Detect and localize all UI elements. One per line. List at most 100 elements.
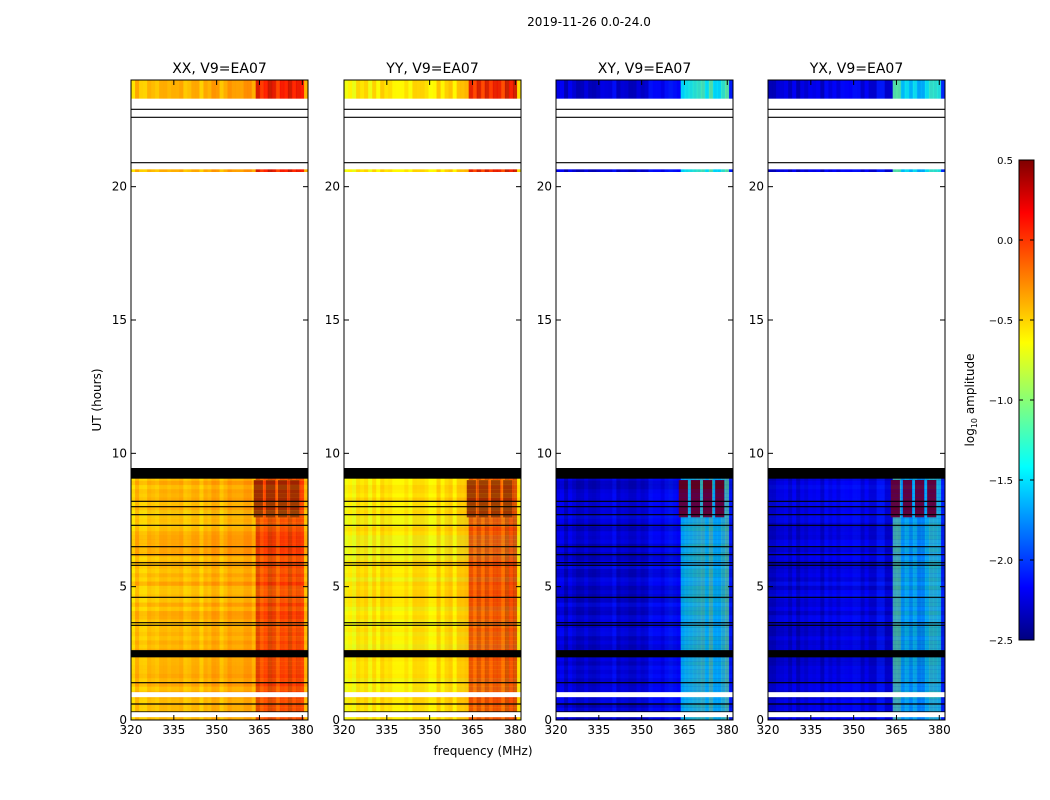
rfi-block [478,480,489,518]
heatmap-row [344,568,521,574]
heatmap-row [131,484,308,490]
colorbar-tick-label: −1.0 [989,396,1013,407]
heatmap-row [556,669,733,675]
heatmap-row [344,573,521,578]
heatmap-row [344,518,521,523]
y-tick-label: 0 [332,713,340,727]
heatmap-row [556,589,733,595]
heatmap-row [768,686,945,691]
flagged-gap [344,98,521,170]
flag-band [131,468,308,479]
flagged-gap [344,172,521,468]
heatmap-row [344,703,521,708]
y-tick-label: 5 [119,580,127,594]
heatmap-row [344,531,521,536]
heatmap-row [768,535,945,540]
colorbar-ticks: 0.5 0.0 −0.5 −1.0 −1.5 −2.0 −2.5 [989,156,1034,647]
colorbar-label-sub: 10 [970,418,979,428]
heatmap-row [344,581,521,586]
heatmap-row [768,543,945,549]
heatmap-row [344,489,521,494]
rfi-block [715,480,725,518]
flag-band [344,468,521,479]
heatmap-row [131,661,308,666]
rfi-block [503,480,513,518]
heatmap-row [768,493,945,498]
heatmap-row [768,556,945,561]
heatmap-row [131,703,308,708]
heatmap-row [556,602,733,607]
heatmap-row [556,497,733,502]
heatmap-row [344,615,521,620]
heatmap-row [768,589,945,595]
heatmap-row [768,644,945,649]
heatmap-row [344,665,521,670]
heatmap-row [768,640,945,645]
flagged-gap [344,110,521,115]
heatmap-row [344,594,521,599]
heatmap-row [768,678,945,683]
heatmap-row [131,539,308,544]
heatmap-row [768,531,945,536]
heatmap-row [131,568,308,574]
heatmap-row [131,615,308,620]
y-tick-label: 15 [537,313,552,327]
heatmap-row [556,594,733,599]
flagged-gap [556,172,733,468]
flagged-gap [556,98,733,170]
heatmap-row [131,636,308,641]
heatmap-row [556,615,733,620]
heatmap-row [131,514,308,519]
panel-title: XY, V9=EA07 [598,61,692,77]
heatmap-row [131,686,308,691]
heatmap-row [768,539,945,544]
flagged-gap [768,692,945,698]
y-tick-label: 15 [112,313,127,327]
heatmap-row [556,610,733,616]
heatmap-row [768,489,945,494]
y-tick-label: 20 [537,180,552,194]
heatmap-row [556,489,733,494]
x-tick-label: 350 [418,723,441,737]
heatmap-row [556,627,733,633]
heatmap-row [344,699,521,704]
heatmap-row [344,682,521,687]
rfi-block [902,480,913,518]
heatmap-row [556,539,733,544]
heatmap-row [768,484,945,490]
rfi-block [690,480,701,518]
heatmap-row [556,526,733,532]
heatmap-row [344,589,521,595]
rfi-block [915,480,925,518]
y-tick-label: 10 [749,446,764,460]
heatmap-row [131,543,308,549]
heatmap-row [131,589,308,595]
colorbar-tick-label: −1.5 [989,476,1013,487]
heatmap-row [768,585,945,591]
y-tick-label: 10 [112,446,127,460]
heatmap-row [131,631,308,637]
heatmap-row [768,501,945,507]
heatmap-row [131,598,308,603]
y-tick-label: 0 [756,713,764,727]
heatmap-row [344,543,521,549]
y-tick-label: 15 [749,313,764,327]
colorbar-label-amplitude: amplitude [963,354,977,418]
heatmap-row [131,627,308,633]
heatmap-row [768,598,945,603]
axes-frame [767,79,946,721]
heatmap-row [344,526,521,532]
heatmap-row [556,661,733,666]
flagged-gap [768,110,945,115]
x-tick-label: 350 [842,723,865,737]
x-tick-label: 320 [757,723,780,737]
colorbar: 0.5 0.0 −0.5 −1.0 −1.5 −2.0 −2.5 log10 amplitu… [963,156,1035,647]
heatmap-row [556,585,733,591]
flagged-gap [768,122,945,131]
panel-title: YX, V9=EA07 [809,61,904,77]
heatmap-row [768,568,945,574]
heatmap-row [768,526,945,532]
heatmap-row [556,564,733,570]
heatmap-row [344,657,521,662]
